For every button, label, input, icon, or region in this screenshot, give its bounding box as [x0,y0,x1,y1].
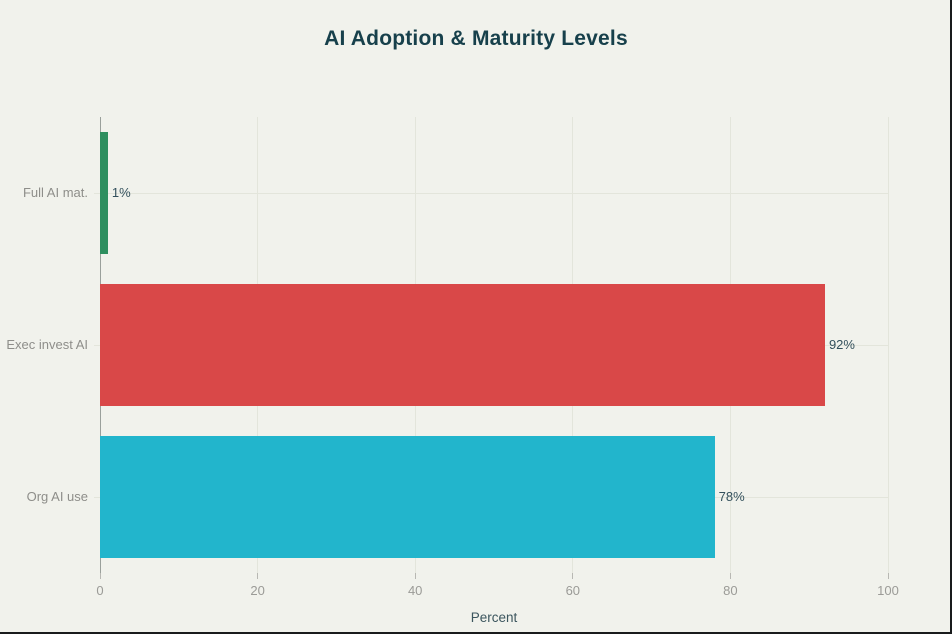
x-tick-mark [99,573,101,579]
x-tick-mark [887,573,889,579]
bar-value-label: 78% [718,489,745,504]
x-tick-mark [572,573,574,579]
x-tick-mark [729,573,731,579]
y-tick-mark [94,496,100,498]
bar [100,132,108,254]
chart-title: AI Adoption & Maturity Levels [324,27,628,50]
x-tick-label: 60 [565,583,581,598]
x-tick-label: 20 [250,583,265,598]
y-gridline [100,192,888,194]
x-tick-label: 100 [877,583,899,598]
x-tick-label: 0 [96,583,104,598]
x-tick-label: 80 [723,583,738,598]
bar-value-label: 1% [111,185,131,200]
x-tick-label: 40 [407,583,423,598]
bar [100,436,715,558]
bar [100,284,825,406]
x-tick-mark [414,573,416,579]
category-label: Org AI use [26,489,88,504]
x-axis-title: Percent [470,610,518,625]
category-label: Exec invest AI [6,337,88,352]
y-tick-mark [94,192,100,194]
x-tick-mark [257,573,259,579]
y-tick-mark [94,344,100,346]
bar-value-label: 92% [828,337,855,352]
category-label: Full AI mat. [22,185,88,200]
x-gridline [887,117,889,573]
